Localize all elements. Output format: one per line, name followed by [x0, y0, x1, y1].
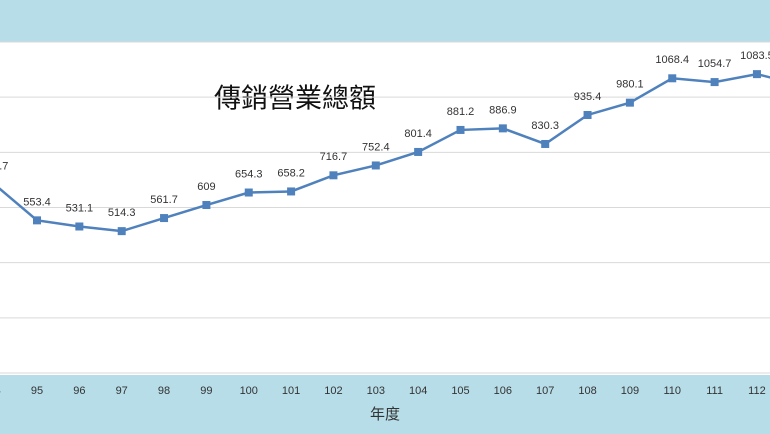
point-marker: [752, 70, 761, 79]
chart-title: 傳銷營業總額: [214, 84, 376, 115]
x-tick-label: 102: [324, 385, 342, 397]
point-marker: [117, 227, 126, 236]
point-marker: [541, 139, 550, 148]
point-marker: [456, 125, 465, 134]
data-label: 801.4: [404, 128, 432, 140]
point-marker: [498, 124, 507, 133]
data-label: 1054.7: [698, 58, 732, 70]
point-marker: [371, 161, 380, 170]
x-tick-label: 101: [282, 385, 300, 397]
x-tick-label: 96: [73, 385, 85, 397]
data-label: 980.1: [616, 79, 644, 91]
data-label: 654.3: [235, 168, 263, 180]
data-label: 683.7: [0, 160, 8, 172]
point-marker: [160, 214, 169, 223]
x-tick-label: 108: [578, 385, 596, 397]
data-label: 716.7: [320, 151, 348, 163]
x-tick-label: 95: [31, 385, 43, 397]
x-tick-label: 104: [409, 385, 427, 397]
point-marker: [668, 74, 677, 83]
data-label: 561.7: [150, 194, 178, 206]
x-tick-label: 99: [200, 385, 212, 397]
data-label: 935.4: [574, 91, 602, 103]
top-band: [0, 0, 770, 42]
data-label: 752.4: [362, 141, 390, 153]
x-tick-label: 94: [0, 385, 1, 397]
x-tick-label: 97: [116, 385, 128, 397]
x-tick-label: 112: [748, 385, 766, 397]
point-marker: [583, 110, 592, 119]
point-marker: [75, 222, 84, 231]
point-marker: [710, 78, 719, 87]
point-marker: [287, 187, 296, 196]
data-label: 609: [197, 181, 215, 193]
point-marker: [244, 188, 253, 197]
x-tick-label: 100: [240, 385, 258, 397]
data-label: 830.3: [531, 120, 559, 132]
data-label: 1083.5: [740, 50, 770, 62]
data-label: 531.1: [66, 202, 94, 214]
point-marker: [625, 98, 634, 107]
series-line: [0, 72, 770, 233]
data-label: 514.3: [108, 207, 136, 219]
x-tick-label: 103: [367, 385, 385, 397]
x-tick-label: 107: [536, 385, 554, 397]
x-tick-label: 106: [494, 385, 512, 397]
point-marker: [414, 147, 423, 156]
data-label: 881.2: [447, 106, 475, 118]
point-marker: [202, 201, 211, 210]
data-label: 553.4: [23, 196, 51, 208]
x-tick-label: 105: [451, 385, 469, 397]
data-label: 886.9: [489, 104, 517, 116]
bottom-band: [0, 375, 770, 434]
x-axis-title: 年度: [370, 406, 400, 423]
x-tick-label: 110: [663, 385, 681, 397]
x-tick-label: 98: [158, 385, 170, 397]
x-tick-label: 111: [706, 385, 723, 397]
x-tick-label: 109: [621, 385, 639, 397]
point-marker: [329, 171, 338, 180]
data-label: 658.2: [277, 167, 305, 179]
point-marker: [33, 216, 41, 225]
data-label: 1068.4: [655, 54, 689, 66]
